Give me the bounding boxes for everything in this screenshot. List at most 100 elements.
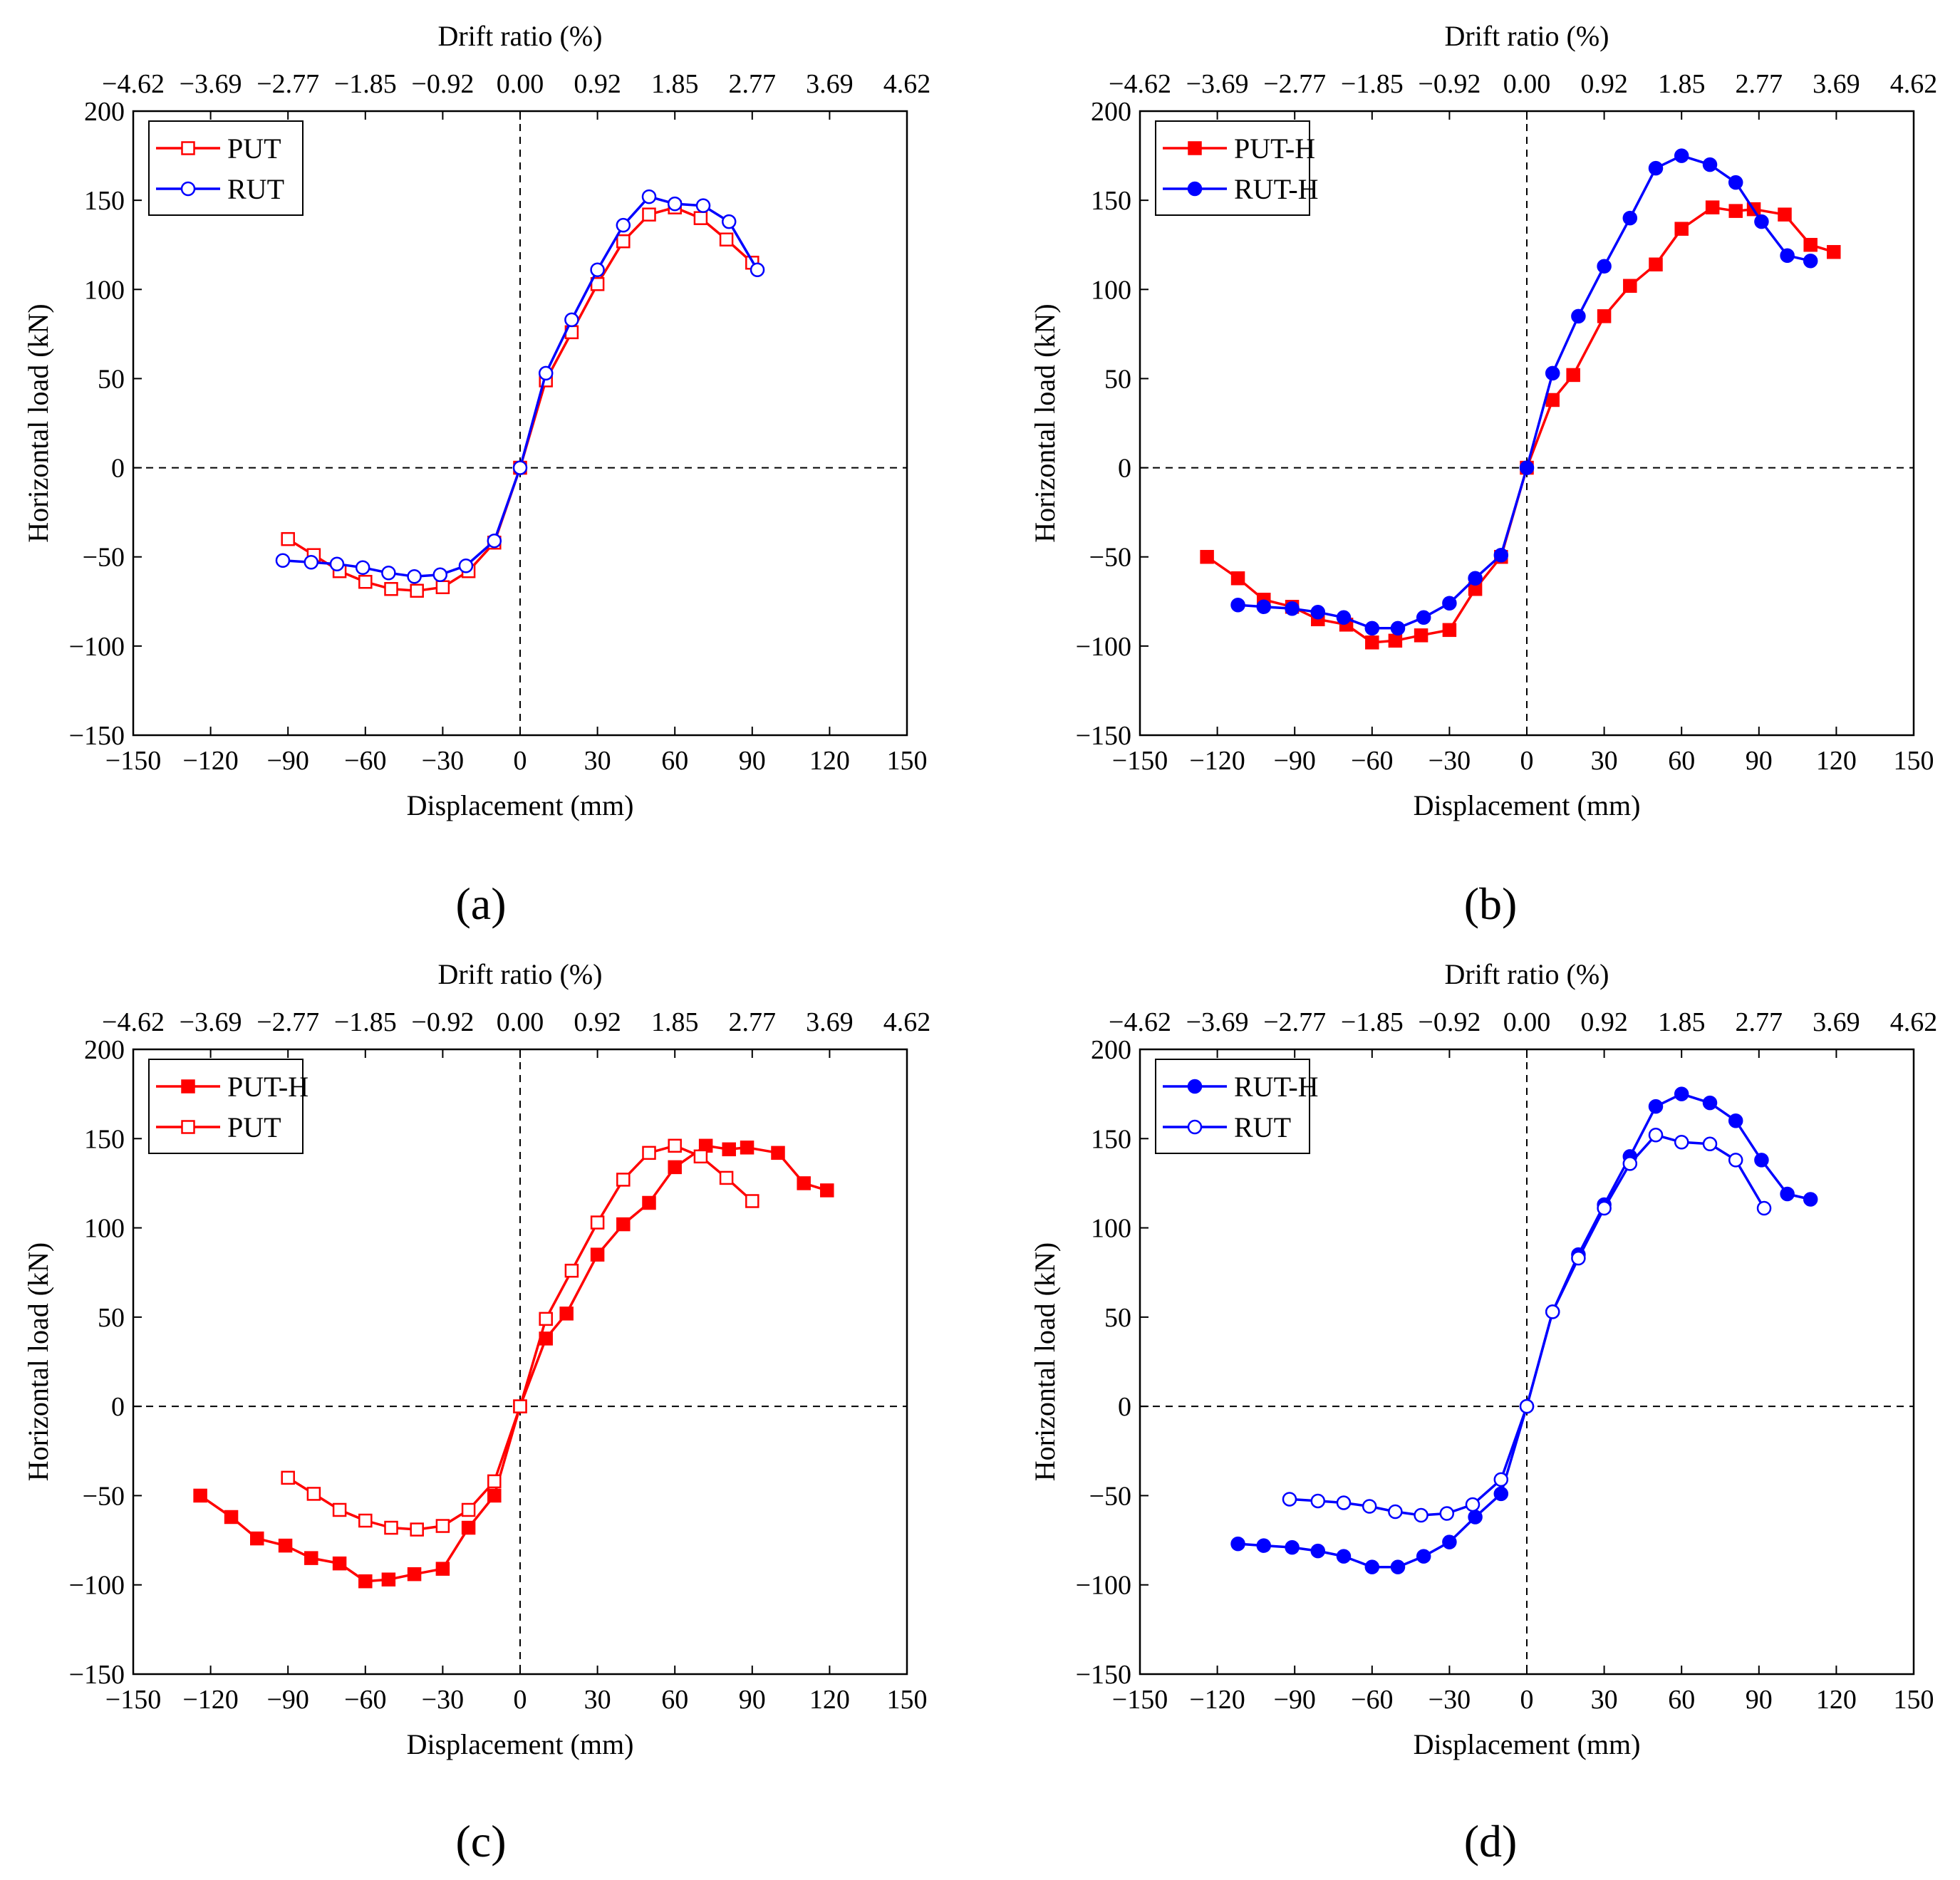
- data-point: [564, 312, 579, 328]
- legend-marker: [181, 1079, 195, 1094]
- data-point: [1390, 1559, 1406, 1574]
- data-point: [750, 262, 765, 278]
- data-point: [616, 1217, 631, 1232]
- data-point: [1545, 1304, 1560, 1319]
- data-point: [1674, 1135, 1689, 1150]
- top-axis-title: Drift ratio (%): [437, 20, 602, 52]
- data-point: [329, 556, 345, 571]
- data-point: [487, 1488, 502, 1503]
- top-tick-label: 2.77: [729, 69, 777, 99]
- top-tick-label: 4.62: [883, 69, 931, 99]
- top-tick-label: 0.00: [1503, 1007, 1551, 1037]
- data-point: [1648, 1128, 1664, 1143]
- y-tick-label: −50: [83, 543, 125, 573]
- x-tick-label: −60: [344, 746, 386, 776]
- x-tick-label: −60: [1351, 1685, 1393, 1715]
- top-tick-label: 0.92: [574, 1007, 621, 1037]
- y-tick-label: −100: [69, 1571, 125, 1601]
- data-point: [355, 560, 370, 575]
- series-line: [1206, 206, 1835, 644]
- top-tick-label: −2.77: [1263, 69, 1326, 99]
- data-point: [642, 1195, 656, 1210]
- data-point: [1597, 259, 1612, 274]
- y-tick-label: 150: [84, 1124, 125, 1154]
- data-point: [1728, 1153, 1743, 1168]
- y-axis-title: Horizontal load (kN): [22, 1242, 54, 1481]
- data-point: [435, 1519, 450, 1533]
- data-point: [1439, 1506, 1455, 1521]
- top-tick-label: −0.92: [411, 1007, 474, 1037]
- data-point: [1336, 1495, 1352, 1510]
- top-tick-label: −4.62: [1109, 69, 1171, 99]
- top-tick-label: −3.69: [180, 69, 242, 99]
- series-rut-h: [1230, 148, 1818, 636]
- data-point: [381, 1572, 396, 1586]
- legend-marker: [1187, 1119, 1203, 1135]
- data-point: [1390, 620, 1406, 636]
- x-tick-label: −30: [422, 1685, 464, 1715]
- x-tick-label: −30: [422, 746, 464, 776]
- data-point: [1364, 620, 1380, 636]
- x-tick-label: 120: [1816, 1685, 1857, 1715]
- x-axis-title: Displacement (mm): [1414, 789, 1641, 821]
- data-point: [1468, 571, 1483, 586]
- data-point: [1648, 160, 1664, 176]
- x-tick-label: 150: [887, 1685, 928, 1715]
- x-tick-label: −60: [1351, 746, 1393, 776]
- top-tick-label: −1.85: [334, 69, 397, 99]
- data-point: [461, 1502, 476, 1517]
- y-tick-label: 100: [84, 275, 125, 305]
- y-tick-label: −50: [83, 1481, 125, 1511]
- data-point: [1780, 1186, 1795, 1202]
- data-point: [1519, 460, 1535, 475]
- data-point: [410, 583, 424, 598]
- legend-marker: [181, 141, 195, 155]
- top-axis-title: Drift ratio (%): [1444, 958, 1609, 990]
- x-tick-label: 150: [1894, 746, 1934, 776]
- data-point: [1674, 148, 1689, 163]
- data-point: [641, 189, 657, 204]
- legend-marker: [180, 181, 196, 197]
- data-point: [667, 196, 683, 212]
- top-tick-label: 0.00: [497, 69, 544, 99]
- data-point: [1702, 157, 1718, 172]
- y-tick-label: 0: [111, 1392, 125, 1422]
- data-point: [590, 1215, 605, 1230]
- top-tick-label: 1.85: [651, 69, 699, 99]
- data-point: [1648, 1099, 1664, 1114]
- series-line: [1238, 154, 1811, 630]
- top-tick-label: 0.00: [1503, 69, 1551, 99]
- data-point: [1465, 1497, 1481, 1512]
- y-tick-label: 100: [1091, 1214, 1131, 1244]
- data-point: [1803, 1192, 1818, 1207]
- data-point: [1336, 1549, 1352, 1564]
- data-point: [538, 365, 554, 381]
- data-point: [1362, 1499, 1377, 1514]
- legend-label: RUT-H: [1234, 1071, 1319, 1103]
- x-tick-label: 30: [584, 746, 611, 776]
- top-tick-label: 2.77: [729, 1007, 777, 1037]
- data-point: [1754, 1153, 1769, 1168]
- data-point: [410, 1522, 424, 1537]
- top-tick-label: −1.85: [1341, 1007, 1404, 1037]
- x-tick-label: 90: [739, 746, 766, 776]
- legend-box: [1155, 120, 1310, 216]
- x-axis-title: Displacement (mm): [407, 1728, 634, 1760]
- y-axis-title: Horizontal load (kN): [22, 303, 54, 542]
- legend: PUT-H PUT: [148, 1059, 308, 1154]
- data-point: [1256, 599, 1272, 615]
- top-tick-label: 4.62: [1890, 1007, 1938, 1037]
- y-tick-label: 0: [1118, 1392, 1131, 1422]
- y-tick-label: 150: [1091, 1124, 1131, 1154]
- x-tick-label: 120: [1816, 746, 1857, 776]
- chart-panel-1: −150 −120 −90 −60 −30 0 30 60 90 120 150 −4.62 −3.69…: [22, 20, 930, 821]
- data-point: [1230, 1536, 1245, 1552]
- data-point: [559, 1307, 574, 1321]
- data-point: [745, 1194, 759, 1208]
- data-point: [435, 1562, 450, 1576]
- data-point: [590, 1247, 605, 1262]
- data-point: [1230, 598, 1245, 613]
- data-point: [721, 214, 737, 229]
- data-point: [250, 1531, 264, 1546]
